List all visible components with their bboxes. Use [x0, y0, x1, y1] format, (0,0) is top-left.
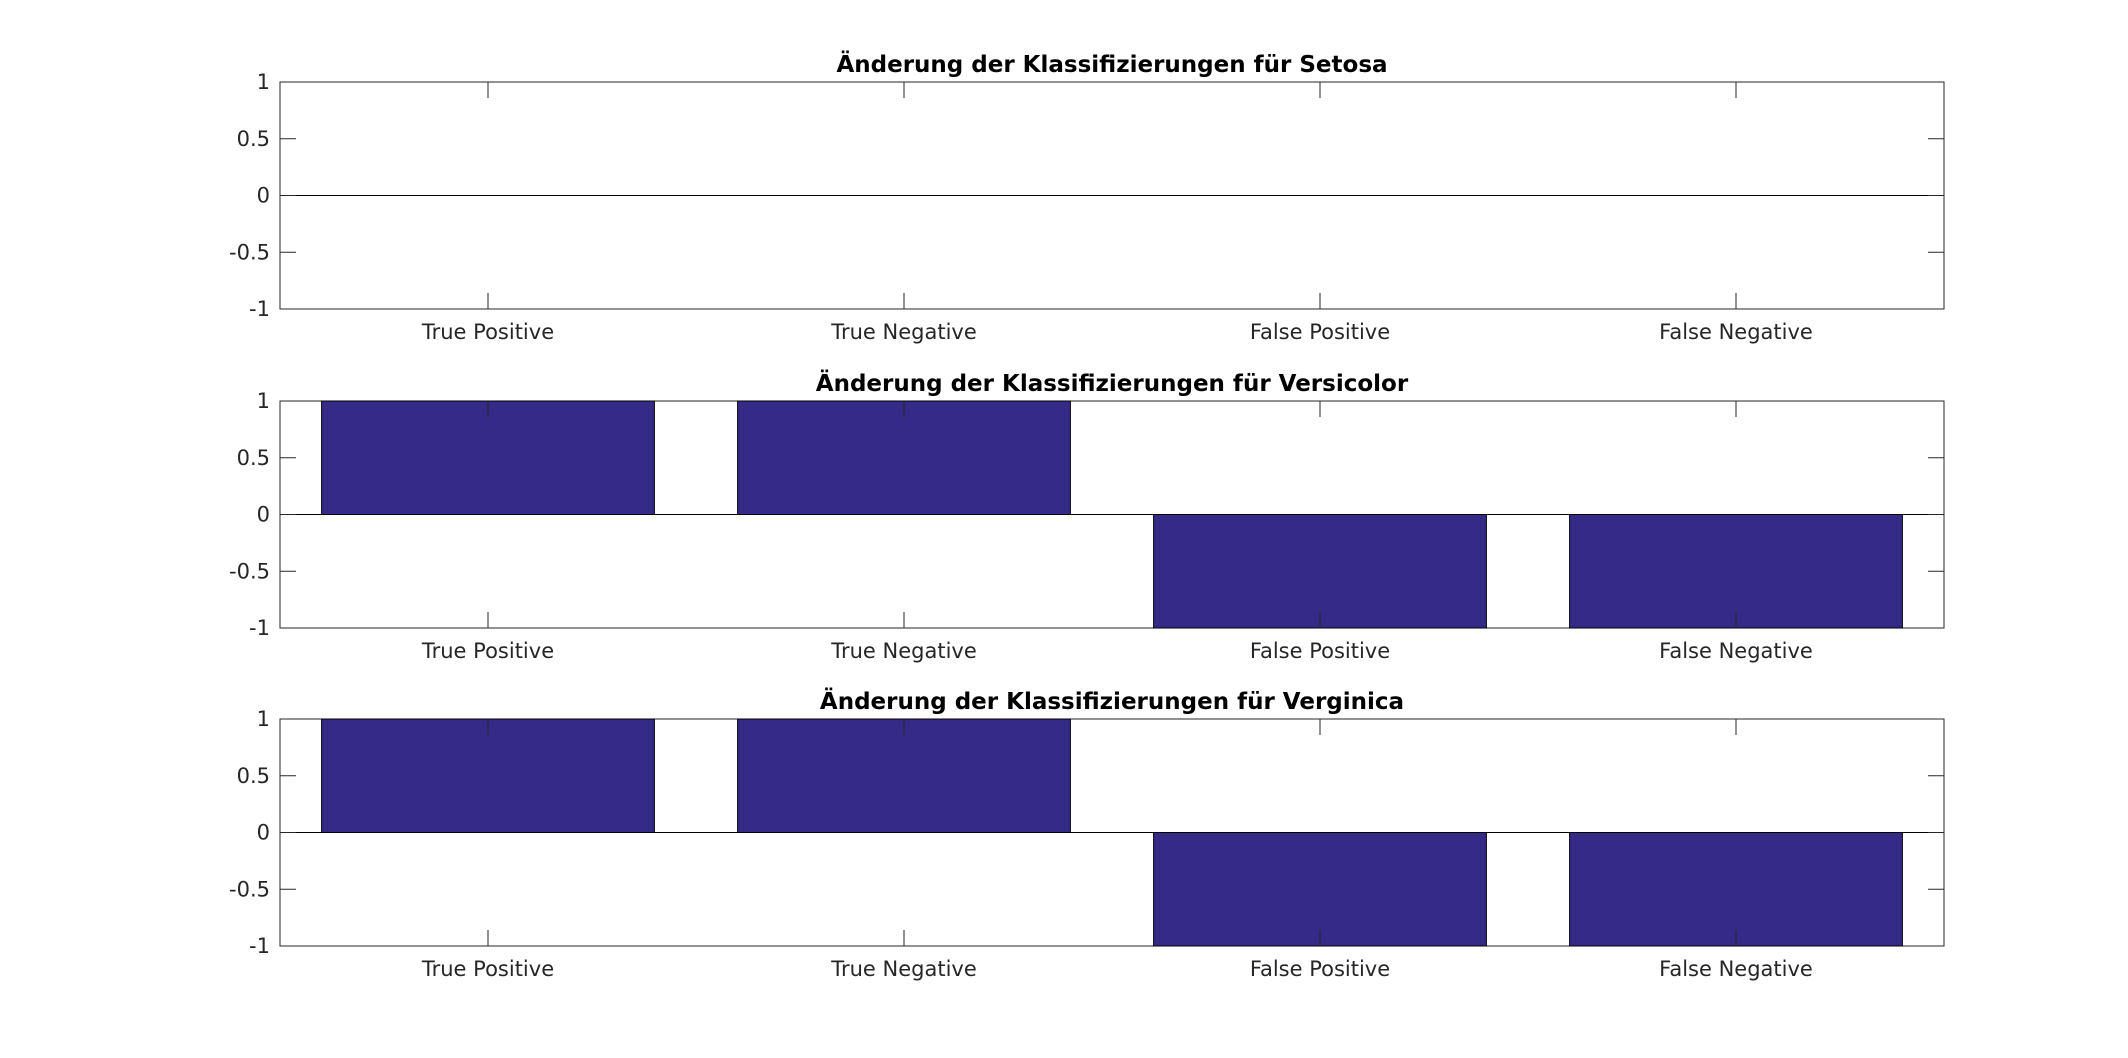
- x-tick-label: True Positive: [421, 320, 554, 344]
- bar-false-positive: [1153, 514, 1487, 629]
- x-tick-label: True Negative: [830, 639, 977, 663]
- x-tick-label: False Positive: [1250, 957, 1390, 981]
- y-tick-label: 0: [257, 503, 270, 527]
- y-tick-label: 0: [257, 184, 270, 208]
- bar-false-negative: [1569, 514, 1903, 629]
- y-tick-label: -1: [249, 616, 270, 640]
- bar-false-negative: [1569, 832, 1903, 947]
- y-tick-label: 0: [257, 821, 270, 845]
- bar-true-positive: [321, 718, 655, 833]
- x-tick-label: True Positive: [421, 957, 554, 981]
- y-tick-label: 0.5: [237, 764, 270, 788]
- x-tick-label: True Positive: [421, 639, 554, 663]
- x-tick-label: False Negative: [1659, 957, 1813, 981]
- y-tick-label: 1: [257, 389, 270, 413]
- bar-false-positive: [1153, 832, 1487, 947]
- y-tick-label: -0.5: [229, 240, 270, 264]
- y-tick-label: 0.5: [237, 127, 270, 151]
- bar-true-positive: [321, 400, 655, 515]
- y-tick-label: -0.5: [229, 877, 270, 901]
- chart-setosa: True Positive True Negative False Positive…: [229, 50, 1945, 344]
- y-tick-label: 1: [257, 70, 270, 94]
- x-tick-label: True Negative: [830, 320, 977, 344]
- x-tick-label: False Negative: [1659, 639, 1813, 663]
- y-tick-label: 0.5: [237, 446, 270, 470]
- y-tick-label: 1: [257, 707, 270, 731]
- chart-versicolor: True Positive True Negative False Positive…: [229, 369, 1945, 663]
- y-tick-label: -1: [249, 934, 270, 958]
- bar-true-negative: [737, 718, 1071, 833]
- y-tick-label: -1: [249, 297, 270, 321]
- x-tick-label: False Negative: [1659, 320, 1813, 344]
- chart-title: Änderung der Klassifizierungen für Vergi…: [820, 687, 1404, 715]
- y-tick-label: -0.5: [229, 559, 270, 583]
- chart-verginica: True Positive True Negative False Positive…: [229, 687, 1945, 981]
- x-tick-label: True Negative: [830, 957, 977, 981]
- x-tick-label: False Positive: [1250, 320, 1390, 344]
- bar-true-negative: [737, 400, 1071, 515]
- x-tick-label: False Positive: [1250, 639, 1390, 663]
- chart-title: Änderung der Klassifizierungen für Versi…: [816, 369, 1409, 397]
- chart-title: Änderung der Klassifizierungen für Setos…: [836, 50, 1387, 78]
